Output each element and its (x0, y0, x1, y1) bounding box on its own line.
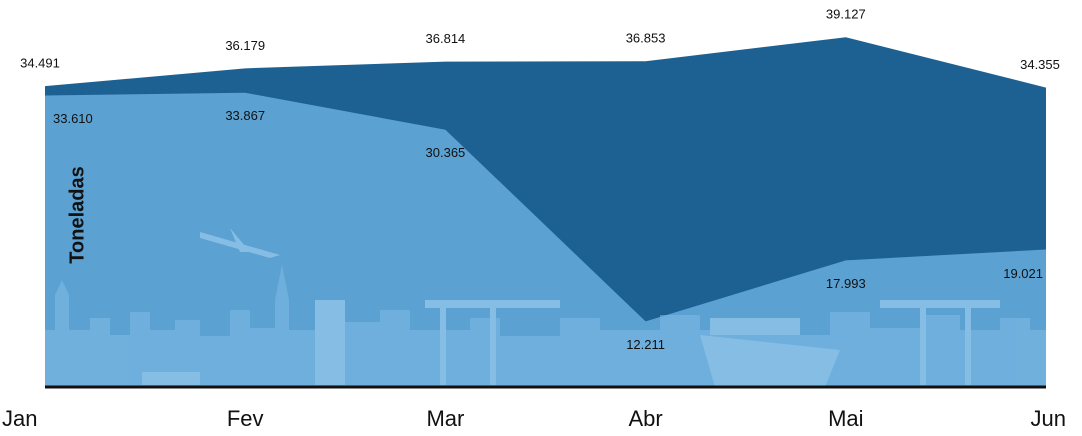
value-label: 34.355 (1020, 57, 1060, 72)
value-label: 34.491 (20, 56, 60, 71)
plane (200, 228, 280, 258)
ship (700, 318, 840, 387)
x-tick-label: Abr (628, 406, 662, 431)
value-label: 36.853 (626, 31, 666, 46)
y-axis-label: Toneladas (66, 166, 88, 263)
value-label: 17.993 (826, 276, 866, 291)
value-label: 36.179 (225, 38, 265, 53)
value-label: 39.127 (826, 7, 866, 22)
x-tick-label: Jan (2, 406, 37, 431)
value-label: 30.365 (426, 145, 466, 160)
value-label: 19.021 (1003, 266, 1043, 281)
x-tick-label: Mai (828, 406, 863, 431)
x-tick-label: Jun (1031, 406, 1066, 431)
value-label: 33.610 (53, 111, 93, 126)
value-label: 33.867 (225, 108, 265, 123)
value-label: 12.211 (626, 337, 665, 352)
x-tick-label: Mar (426, 406, 464, 431)
truck (142, 372, 200, 385)
skyline-illustration (45, 228, 1046, 387)
value-label: 36.814 (426, 31, 466, 46)
x-tick-label: Fev (227, 406, 264, 431)
area (45, 92, 1046, 387)
